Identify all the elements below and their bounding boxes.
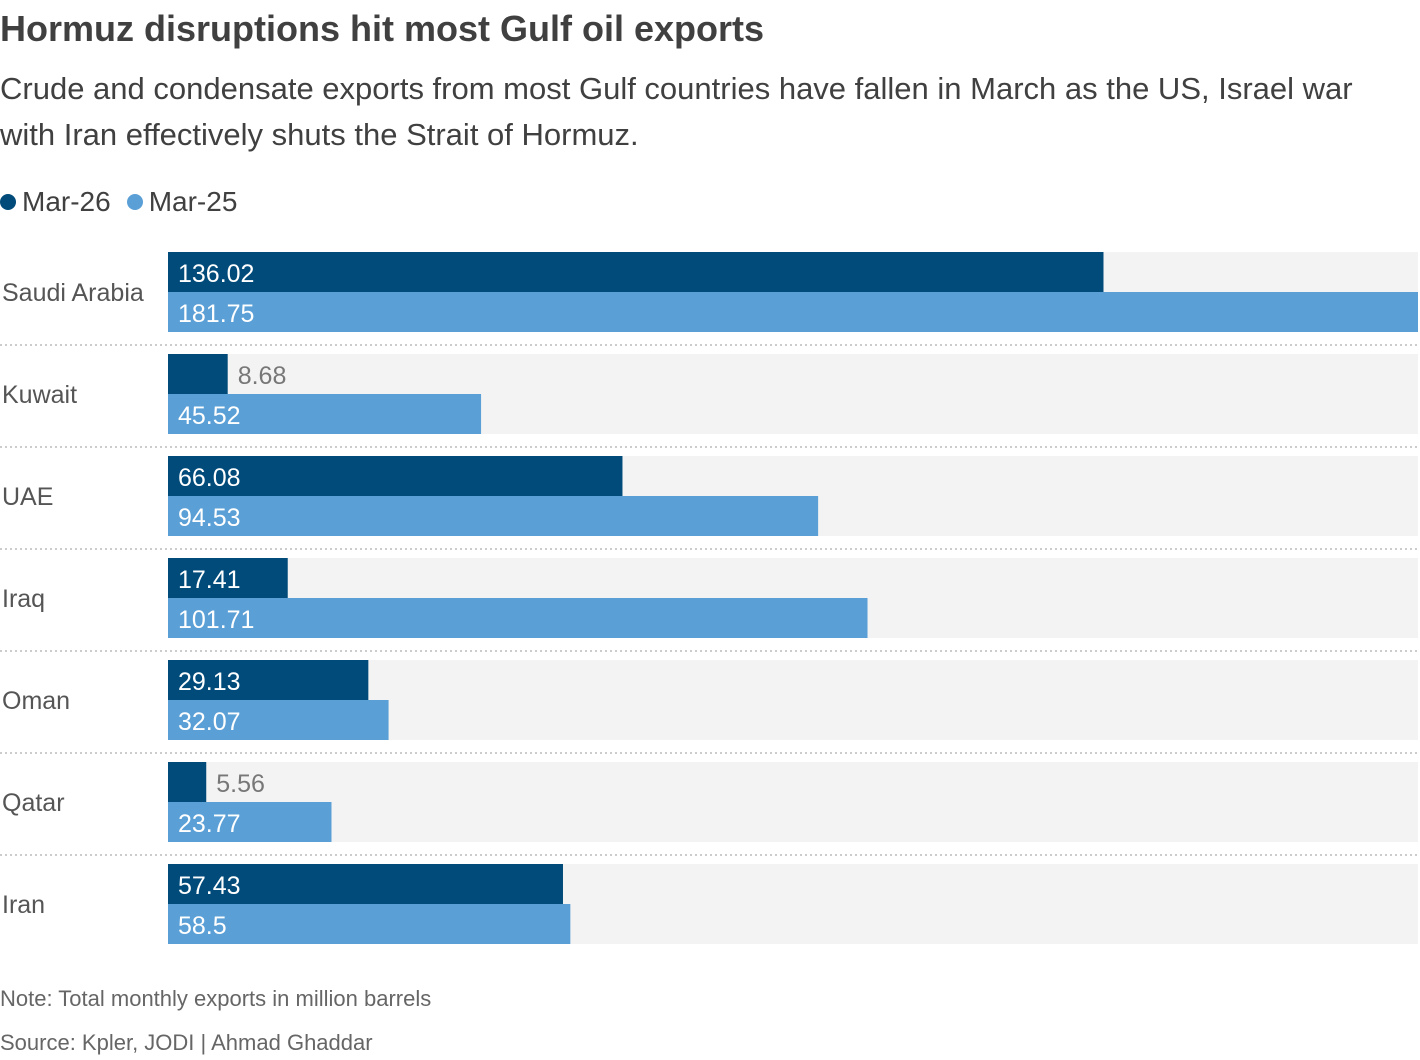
data-label: 8.68 xyxy=(238,362,287,390)
category-label: Iraq xyxy=(2,585,45,613)
category-label: Oman xyxy=(2,687,70,715)
legend-item-mar-25: Mar-25 xyxy=(126,186,238,218)
data-label: 29.13 xyxy=(178,668,241,696)
data-label: 181.75 xyxy=(178,300,254,328)
bar-mar-26 xyxy=(168,354,228,394)
chart-title: Hormuz disruptions hit most Gulf oil exp… xyxy=(0,8,765,49)
bar-mar-26 xyxy=(168,864,563,904)
legend-label: Mar-26 xyxy=(22,186,111,217)
legend-item-mar-26: Mar-26 xyxy=(0,186,111,218)
bar-mar-25 xyxy=(168,802,332,842)
bar-chart: Saudi Arabia 136.02 181.75 Kuwait 8.68 45.52 U… xyxy=(0,252,1418,944)
data-label: 23.77 xyxy=(178,810,241,838)
bar-track xyxy=(168,762,1418,842)
chart-source: Source: Kpler, JODI | Ahmad Ghaddar xyxy=(0,1030,373,1055)
category-label: Iran xyxy=(2,891,45,919)
data-label: 45.52 xyxy=(178,402,241,430)
bar-mar-26 xyxy=(168,252,1104,292)
category-label: UAE xyxy=(2,483,53,511)
data-label: 58.5 xyxy=(178,912,227,940)
legend-label: Mar-25 xyxy=(148,186,238,217)
bar-mar-25 xyxy=(168,904,571,944)
category-label: Kuwait xyxy=(2,381,77,409)
legend: Mar-26 Mar-25 xyxy=(0,186,237,218)
chart-subtitle: Crude and condensate exports from most G… xyxy=(0,71,1353,152)
category-label: Qatar xyxy=(2,789,65,817)
chart-note: Note: Total monthly exports in million b… xyxy=(0,986,432,1011)
bar-mar-25 xyxy=(168,394,482,434)
bar-mar-26 xyxy=(168,558,288,598)
legend-swatch xyxy=(0,194,16,210)
bar-mar-26 xyxy=(168,762,207,802)
data-label: 101.71 xyxy=(178,606,254,634)
bar-mar-25 xyxy=(168,292,1418,332)
data-label: 32.07 xyxy=(178,708,241,736)
data-label: 94.53 xyxy=(178,504,241,532)
legend-swatch xyxy=(126,194,143,210)
data-label: 5.56 xyxy=(216,770,265,798)
bar-mar-26 xyxy=(168,456,623,496)
data-label: 136.02 xyxy=(178,260,254,288)
category-label: Saudi Arabia xyxy=(2,279,144,307)
bar-mar-26 xyxy=(168,660,369,700)
data-label: 57.43 xyxy=(178,872,241,900)
data-label: 66.08 xyxy=(178,464,241,492)
bar-mar-25 xyxy=(168,598,868,638)
bar-mar-25 xyxy=(168,496,819,536)
bar-mar-25 xyxy=(168,700,389,740)
data-label: 17.41 xyxy=(178,566,241,594)
